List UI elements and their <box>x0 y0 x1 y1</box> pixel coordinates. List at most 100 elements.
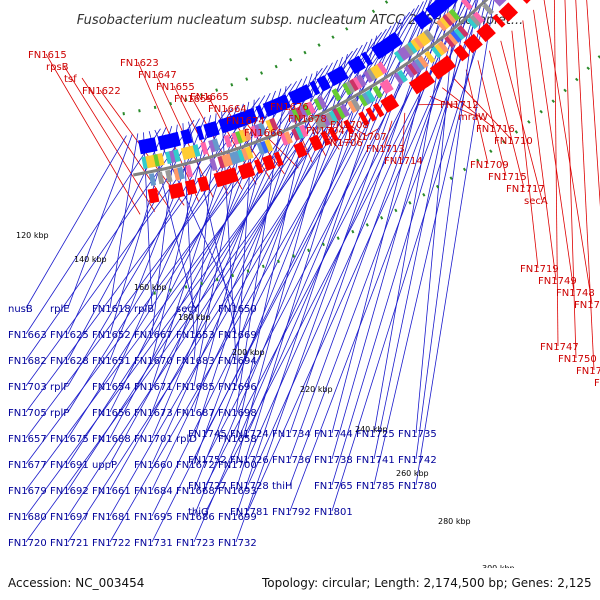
reverse-gene <box>236 112 247 127</box>
reverse-gene-label: rplE <box>50 304 70 315</box>
cog-forward <box>279 132 290 146</box>
reverse-callout-line <box>67 65 328 465</box>
reverse-gene-label: thiG <box>188 507 209 518</box>
reverse-gene-label: FN1693 <box>218 486 257 497</box>
cog-forward <box>237 149 246 163</box>
reverse-gene <box>180 129 189 145</box>
cog-forward <box>379 81 391 94</box>
reverse-gene-label: FN1695 <box>134 512 173 523</box>
cog-reverse <box>331 88 342 102</box>
forward-gene-label: FN1655 <box>156 82 195 93</box>
cog-forward <box>361 91 373 105</box>
reverse-callout-line <box>151 90 276 413</box>
reverse-gene <box>431 0 445 15</box>
cog-forward <box>372 85 383 99</box>
reverse-gene-label: FN1722 <box>92 538 131 549</box>
cog-reverse <box>349 78 360 92</box>
cog-reverse <box>302 102 313 116</box>
accession-text: Accession: NC_003454 <box>8 576 144 590</box>
cog-forward <box>148 173 157 186</box>
cog-forward <box>221 154 230 168</box>
reverse-gene-label: FN1672 <box>176 460 215 471</box>
reverse-gene <box>172 131 182 147</box>
cog-reverse <box>403 43 415 57</box>
reverse-gene-label: FN1667 <box>134 330 173 341</box>
reverse-gene <box>390 31 403 47</box>
cog-forward <box>494 0 507 4</box>
cog-reverse <box>345 80 356 94</box>
reverse-gene-label: FN1657 <box>8 434 47 445</box>
reverse-gene-label: FN1801 <box>314 507 353 518</box>
tick-label: 280 kbp <box>438 517 471 526</box>
cog-reverse <box>238 129 248 143</box>
cog-reverse <box>313 97 324 111</box>
forward-gene <box>469 33 483 48</box>
forward-gene <box>476 28 490 43</box>
cog-forward <box>321 113 332 127</box>
cog-reverse <box>370 65 381 79</box>
cog-forward <box>244 146 254 160</box>
cog-forward <box>339 104 351 118</box>
cog-reverse <box>397 48 409 61</box>
reverse-gene <box>218 118 228 134</box>
outer-dotted-ring <box>153 54 600 295</box>
reverse-callout-line <box>25 135 127 309</box>
cog-reverse <box>356 74 367 88</box>
forward-gene <box>408 79 421 95</box>
forward-callout-line <box>586 0 600 208</box>
reverse-callout-line <box>25 119 195 361</box>
tick-label: 220 kbp <box>300 385 333 394</box>
forward-callout-line <box>533 9 575 293</box>
reverse-gene <box>225 115 236 131</box>
forward-gene <box>265 154 276 170</box>
cog-reverse <box>192 144 201 158</box>
forward-gene <box>273 151 284 167</box>
reverse-gene-label: FN1652 <box>92 330 131 341</box>
reverse-gene <box>413 15 426 30</box>
reverse-gene-label: FN1742 <box>398 455 437 466</box>
cog-reverse <box>298 104 309 118</box>
reverse-gene <box>273 97 284 113</box>
reverse-gene <box>434 0 448 13</box>
forward-gene <box>501 5 515 19</box>
cog-forward <box>225 153 234 167</box>
reverse-gene-label: FN1732 <box>218 538 257 549</box>
cog-forward <box>453 27 466 41</box>
reverse-gene-label: FN1752 <box>188 455 227 466</box>
reverse-gene <box>295 87 306 103</box>
forward-gene <box>443 55 456 70</box>
forward-gene-label: FN1709 <box>470 160 509 171</box>
forward-callout-line <box>323 129 340 150</box>
cog-forward <box>165 169 173 183</box>
cog-forward <box>383 78 394 92</box>
cog-forward <box>260 140 270 154</box>
tick-label: 200 kbp <box>232 348 265 357</box>
forward-gene <box>456 44 470 59</box>
forward-gene-label: FN1665 <box>190 92 229 103</box>
cog-reverse <box>436 18 448 32</box>
forward-gene <box>297 141 308 157</box>
forward-gene-labels: FN1615rpsBtsfFN1622FN1623FN1647FN1655FN1… <box>28 50 600 389</box>
reverse-gene <box>377 40 390 56</box>
reverse-gene <box>350 57 363 73</box>
forward-gene-label: FN1622 <box>82 86 121 97</box>
forward-gene <box>328 127 339 142</box>
reverse-gene <box>157 135 166 151</box>
forward-gene <box>463 39 477 54</box>
tick-label: 180 kbp <box>178 313 211 322</box>
reverse-gene <box>443 0 457 5</box>
reverse-gene-label: thiH <box>272 481 293 492</box>
cog-forward <box>229 151 238 165</box>
reverse-gene <box>266 100 277 116</box>
tick-label: 240 kbp <box>355 425 388 434</box>
cog-reverse <box>442 13 454 27</box>
forward-gene-label: FN1783 <box>594 378 600 389</box>
cog-forward <box>209 158 218 171</box>
footer-background <box>0 568 600 600</box>
reverse-gene <box>161 134 170 150</box>
forward-gene-label: FN1746 <box>574 300 600 311</box>
reverse-gene <box>326 71 339 87</box>
cog-forward <box>365 89 376 103</box>
forward-gene-label: mraW <box>458 112 488 123</box>
reverse-gene-label: FN1738 <box>314 455 353 466</box>
